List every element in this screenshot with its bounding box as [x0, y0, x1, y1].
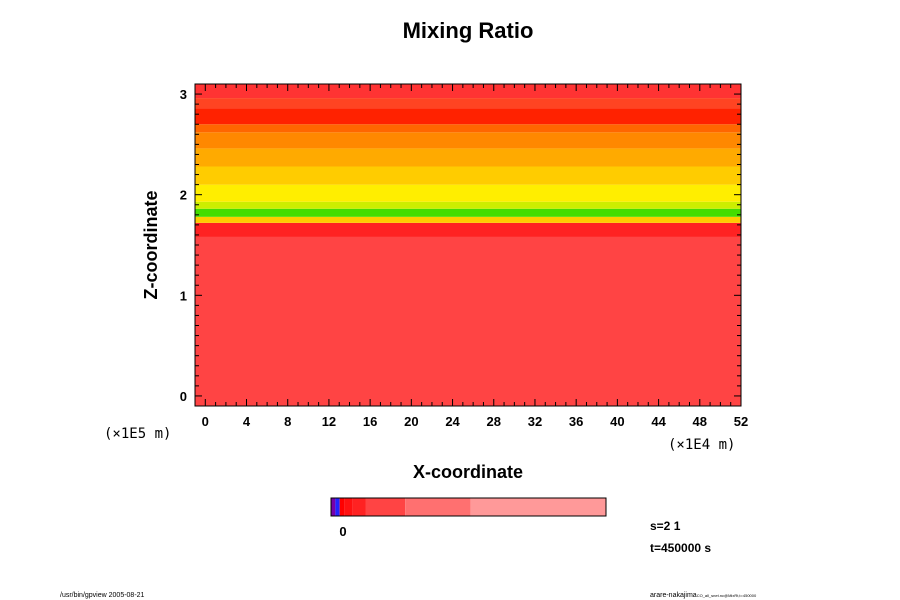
colorbar-segment-6	[405, 498, 471, 516]
colorbar-segment-0	[331, 498, 336, 516]
x-axis-label: X-coordinate	[413, 462, 523, 482]
scale-info: s=2 1	[650, 519, 681, 533]
mixing-layer-2	[195, 216, 741, 223]
mixing-layer-11	[195, 98, 741, 109]
chart-title: Mixing Ratio	[403, 18, 534, 43]
colorbar-segment-3	[344, 498, 353, 516]
footer-right-main: arare-nakajima	[650, 592, 697, 599]
colorbar	[330, 497, 607, 517]
y-tick-label: 0	[180, 389, 187, 404]
x-tick-label: 32	[528, 414, 542, 429]
footer-right: arare-nakajimaCO_all_snet.nc@MixRt,t=450…	[650, 592, 757, 599]
mixing-layer-3	[195, 208, 741, 217]
x-tick-label: 16	[363, 414, 377, 429]
colorbar-segment-5	[365, 498, 406, 516]
colorbar-segment-4	[352, 498, 366, 516]
y-axis-label: Z-coordinate	[141, 190, 161, 299]
colorbar-segment-2	[339, 498, 345, 516]
x-tick-label: 36	[569, 414, 583, 429]
x-tick-label: 24	[445, 414, 460, 429]
mixing-layer-12	[195, 84, 741, 99]
mixing-layer-0	[195, 236, 741, 406]
mixing-layer-1	[195, 222, 741, 237]
x-tick-label: 20	[404, 414, 418, 429]
x-tick-label: 40	[610, 414, 624, 429]
mixing-layer-7	[195, 148, 741, 167]
x-tick-label: 8	[284, 414, 291, 429]
mixing-layer-8	[195, 132, 741, 149]
y-tick-label: 1	[180, 288, 187, 303]
y-axis: 0 1 2 3	[180, 87, 741, 404]
mixing-layer-4	[195, 201, 741, 209]
mixing-layer-9	[195, 124, 741, 133]
colorbar-label: 0	[339, 524, 346, 539]
x-axis-unit: (×1E4 m)	[668, 437, 735, 453]
x-axis: 0 4 8 12 16 20 24 28 32 36 40 44 48 52	[202, 84, 748, 429]
x-tick-label: 0	[202, 414, 209, 429]
plot-area	[194, 83, 742, 407]
x-tick-label: 48	[693, 414, 707, 429]
mixing-layer-6	[195, 166, 741, 185]
y-axis-unit: (×1E5 m)	[104, 426, 171, 442]
colorbar-segment-7	[470, 498, 606, 516]
x-tick-label: 44	[651, 414, 666, 429]
mixing-layer-5	[195, 184, 741, 202]
y-tick-label: 2	[180, 188, 187, 203]
colorbar-segment-1	[335, 498, 340, 516]
colorbar-frame	[330, 497, 607, 517]
x-tick-label: 28	[487, 414, 501, 429]
x-tick-label: 12	[322, 414, 336, 429]
y-tick-label: 3	[180, 87, 187, 102]
footer-left: /usr/bin/gpview 2005-08-21	[60, 592, 145, 599]
time-info: t=450000 s	[650, 541, 711, 555]
x-tick-label: 4	[243, 414, 251, 429]
x-tick-label: 52	[734, 414, 748, 429]
footer-right-detail: CO_all_snet.nc@MixRt,t=450000	[697, 593, 757, 598]
mixing-layer-10	[195, 108, 741, 125]
